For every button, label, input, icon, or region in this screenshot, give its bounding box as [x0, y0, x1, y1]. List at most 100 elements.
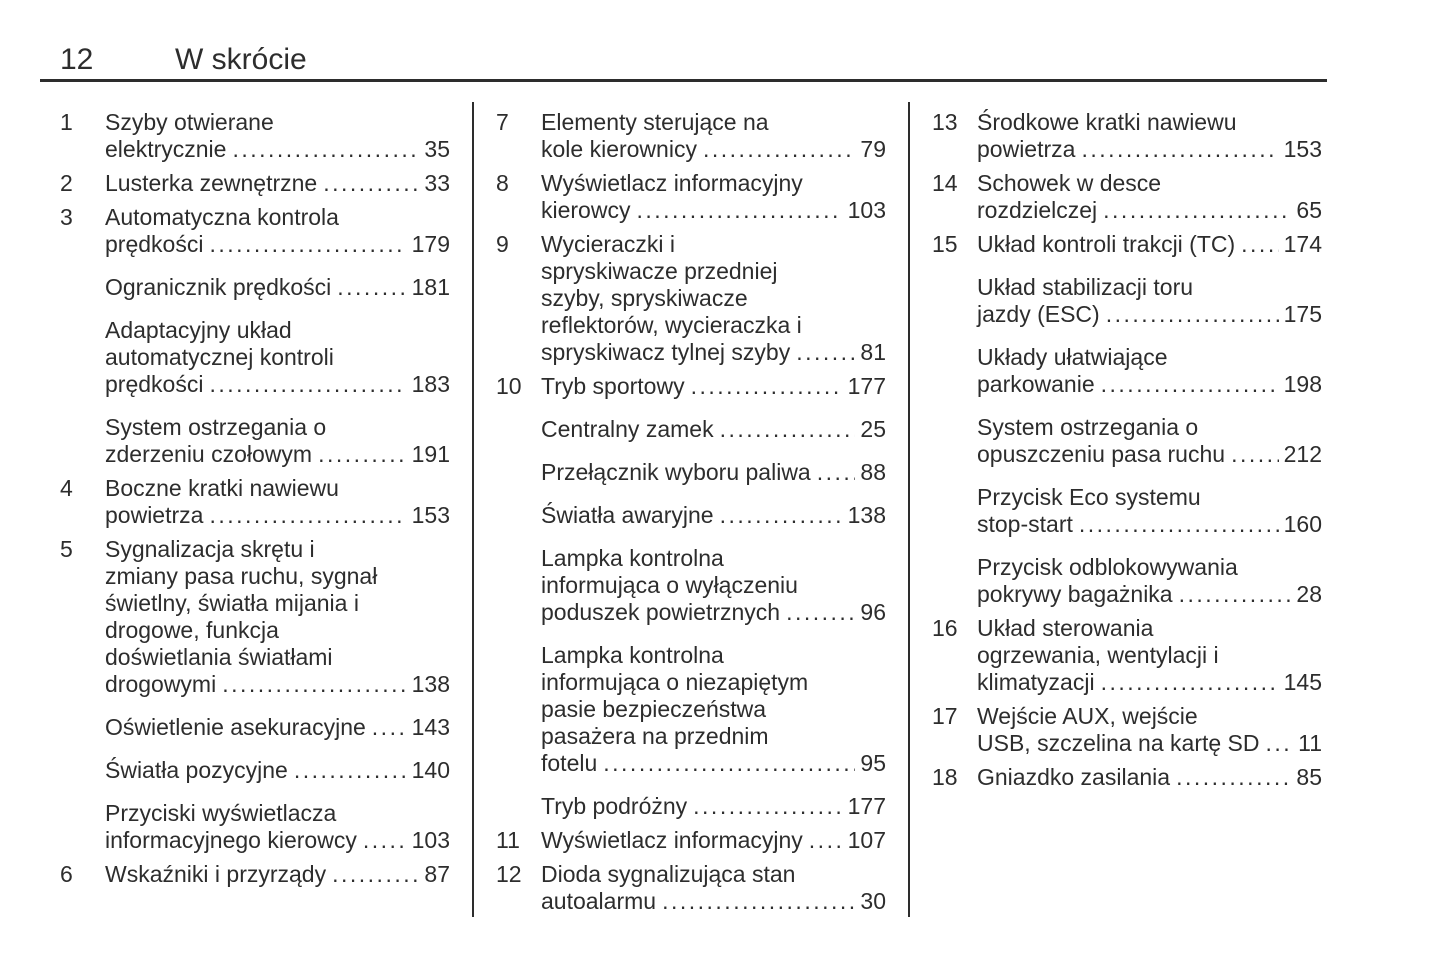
entry-line: Układ stabilizacji toru	[977, 274, 1194, 300]
entry-label: informacyjnego kierowcy	[105, 827, 357, 853]
toc-entry: 15 Układ kontroli trakcji (TC) 174	[932, 231, 1322, 258]
dot-leader	[337, 274, 406, 301]
entry-page-number: 138	[411, 671, 450, 697]
dot-leader	[703, 136, 855, 163]
toc-entry: 2 Lusterka zewnętrzne 33	[60, 170, 450, 197]
toc-entry: Oświetlenie asekuracyjne 143	[60, 714, 450, 741]
entry-line: Elementy sterujące na	[541, 109, 769, 135]
entry-label: zderzeniu czołowym	[105, 441, 313, 467]
entry-label: Światła awaryjne	[541, 502, 714, 528]
entry-line: Wycieraczki i	[541, 231, 675, 257]
toc-entry: Lampka kontrolna informująca o wyłączeniu…	[496, 545, 886, 626]
entry-body: Wyświetlacz informacyjny 107	[541, 827, 886, 854]
entry-page-number: 79	[860, 136, 886, 162]
entry-number: 3	[60, 204, 73, 230]
entry-page-number: 28	[1296, 581, 1322, 607]
dot-leader	[636, 197, 842, 224]
page-title: W skrócie	[175, 43, 307, 76]
dot-leader	[1231, 441, 1279, 468]
entry-body: Lusterka zewnętrzne 33	[105, 170, 450, 197]
entry-line: powietrza 153	[105, 502, 450, 529]
entry-label: Światła pozycyjne	[105, 757, 288, 783]
entry-label: jazdy (ESC)	[977, 301, 1100, 327]
entry-number	[496, 502, 541, 529]
toc-entry: 6 Wskaźniki i przyrządy 87	[60, 861, 450, 888]
dot-leader	[1079, 511, 1279, 538]
entry-line: Wyświetlacz informacyjny 107	[541, 827, 886, 854]
entry-line: prędkości 183	[105, 371, 450, 398]
entry-number: 7	[496, 109, 509, 135]
entry-label: prędkości	[105, 231, 204, 257]
entry-label: prędkości	[105, 371, 204, 397]
entry-body: Wskaźniki i przyrządy 87	[105, 861, 450, 888]
entry-label: USB, szczelina na kartę SD	[977, 730, 1260, 756]
dot-leader	[786, 599, 855, 626]
entry-body: Adaptacyjny układ automatycznej kontroli p…	[105, 317, 450, 398]
dot-leader	[809, 827, 843, 854]
entry-body: Światła awaryjne 138	[541, 502, 886, 529]
toc-entry: Przycisk odblokowywania pokrywy bagażnika…	[932, 554, 1322, 608]
dot-leader	[1101, 371, 1279, 398]
dot-leader	[1081, 136, 1278, 163]
entry-page-number: 103	[847, 197, 886, 223]
entry-page-number: 177	[847, 793, 886, 819]
entry-line: USB, szczelina na kartę SD 11	[977, 730, 1322, 757]
page-number: 12	[60, 43, 94, 76]
entry-line: Układ kontroli trakcji (TC) 174	[977, 231, 1322, 258]
toc-entry: Lampka kontrolna informująca o niezapięty…	[496, 642, 886, 777]
entry-line: fotelu 95	[541, 750, 886, 777]
entry-line: Przełącznik wyboru paliwa 88	[541, 459, 886, 486]
entry-label: pokrywy bagażnika	[977, 581, 1173, 607]
toc-entry: Światła pozycyjne 140	[60, 757, 450, 784]
entry-page-number: 177	[847, 373, 886, 399]
entry-page-number: 81	[860, 339, 886, 365]
entry-page-number: 140	[411, 757, 450, 783]
dot-leader	[662, 888, 855, 915]
entry-line: opuszczeniu pasa ruchu 212	[977, 441, 1322, 468]
dot-leader	[603, 750, 855, 777]
entry-number: 17	[932, 703, 958, 729]
entry-line: System ostrzegania o	[105, 414, 327, 440]
entry-body: Lampka kontrolna informująca o niezapięty…	[541, 642, 886, 777]
entry-line: doświetlania światłami	[105, 644, 333, 670]
entry-number: 9	[496, 231, 509, 257]
dot-leader	[691, 373, 843, 400]
dot-leader	[222, 671, 406, 698]
dot-leader	[318, 441, 407, 468]
dot-leader	[209, 231, 406, 258]
entry-number: 15	[932, 231, 958, 257]
dot-leader	[720, 502, 843, 529]
entry-number: 8	[496, 170, 509, 196]
entry-label: stop-start	[977, 511, 1073, 537]
entry-page-number: 107	[847, 827, 886, 853]
entry-number	[60, 414, 105, 468]
dot-leader	[1106, 301, 1279, 328]
dot-leader	[232, 136, 419, 163]
toc-entry: Przełącznik wyboru paliwa 88	[496, 459, 886, 486]
entry-line: informująca o wyłączeniu	[541, 572, 798, 598]
entry-number	[932, 554, 977, 608]
entry-number	[60, 757, 105, 784]
entry-number	[496, 416, 541, 443]
entry-page-number: 160	[1283, 511, 1322, 537]
dot-leader	[1176, 764, 1291, 791]
entry-line: poduszek powietrznych 96	[541, 599, 886, 626]
entry-line: Sygnalizacja skrętu i	[105, 536, 315, 562]
entry-body: Przyciski wyświetlacza informacyjnego kie…	[105, 800, 450, 854]
dot-leader	[1266, 730, 1294, 757]
entry-number	[60, 317, 105, 398]
entry-body: Układ kontroli trakcji (TC) 174	[977, 231, 1322, 258]
entry-line: Oświetlenie asekuracyjne 143	[105, 714, 450, 741]
entry-line: System ostrzegania o	[977, 414, 1199, 440]
entry-number	[932, 274, 977, 328]
